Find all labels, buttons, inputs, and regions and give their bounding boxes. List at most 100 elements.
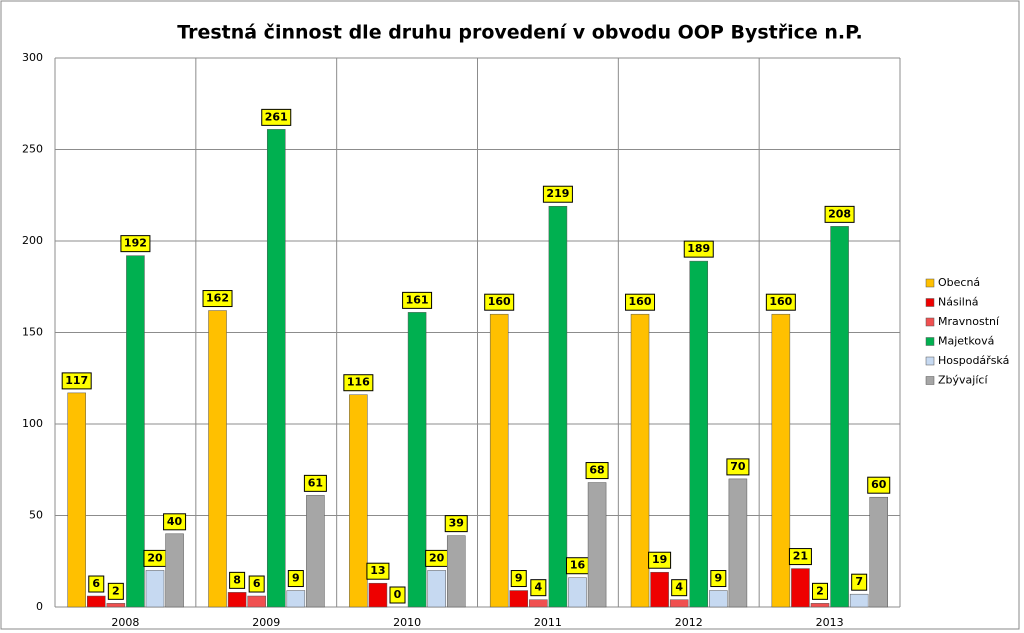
x-tick-label: 2008 [111, 616, 139, 629]
data-label: 208 [828, 207, 851, 220]
bar [407, 312, 427, 608]
bar [810, 603, 830, 608]
data-label: 2 [112, 584, 120, 597]
legend-label: Mravnostní [938, 315, 1000, 328]
data-label: 20 [429, 551, 445, 564]
y-tick-label: 0 [36, 600, 43, 613]
data-label-box [510, 570, 527, 588]
data-label: 192 [124, 237, 147, 250]
bar [266, 129, 286, 608]
data-label: 70 [730, 460, 746, 473]
x-tick-label: 2013 [816, 616, 844, 629]
bar [548, 205, 568, 608]
legend-swatch [925, 298, 935, 307]
data-label-box [248, 575, 265, 593]
data-label-box [530, 579, 547, 597]
x-tick-label: 2012 [675, 616, 703, 629]
data-label-box [765, 293, 796, 311]
data-label-box [107, 582, 124, 600]
bar [208, 310, 227, 608]
bar [709, 590, 728, 608]
data-label-box [585, 462, 609, 480]
bar [869, 496, 888, 608]
bar [489, 313, 509, 608]
data-label-box [788, 548, 812, 566]
data-label: 2 [816, 584, 824, 597]
data-label: 68 [589, 464, 604, 477]
bar [849, 593, 869, 608]
bar [669, 599, 689, 608]
legend-label: Zbývající [938, 374, 988, 387]
bar [830, 226, 849, 608]
data-label: 161 [406, 293, 429, 306]
data-label-box [120, 235, 151, 253]
bar [126, 255, 145, 608]
x-tick-label: 2011 [534, 616, 562, 629]
data-label: 116 [347, 376, 370, 389]
bar [286, 590, 306, 608]
bar [650, 571, 669, 608]
bar [587, 482, 607, 608]
bar [145, 570, 165, 608]
data-label: 0 [394, 588, 402, 601]
bar [227, 592, 247, 608]
data-label-box [261, 108, 292, 126]
bar [630, 313, 650, 608]
legend-swatch [925, 337, 935, 346]
legend-label: Násilná [938, 296, 979, 309]
data-label-box [625, 293, 656, 311]
data-label: 21 [793, 550, 808, 563]
data-label-box [867, 476, 891, 494]
data-label-box [229, 571, 246, 589]
data-label-box [88, 575, 105, 593]
y-tick-label: 150 [22, 326, 43, 339]
x-tick-label: 2010 [393, 616, 421, 629]
data-label-box [61, 372, 92, 390]
data-label: 160 [769, 295, 792, 308]
y-tick-label: 250 [22, 143, 43, 156]
data-label: 162 [206, 292, 229, 305]
data-label-box [484, 293, 515, 311]
bar [87, 595, 106, 608]
data-label-box [287, 570, 304, 588]
bar [106, 603, 126, 608]
data-label-box [812, 582, 829, 600]
data-label: 60 [871, 478, 887, 491]
data-label: 39 [449, 517, 464, 530]
data-label-box [389, 586, 406, 604]
data-label-box [683, 240, 714, 258]
legend-swatch [925, 278, 935, 288]
y-tick-label: 100 [22, 417, 43, 430]
bar [791, 568, 810, 608]
bar [728, 478, 748, 608]
legend-label: Hospodářská [938, 354, 1009, 367]
bar [306, 495, 325, 608]
bar [67, 392, 86, 608]
data-label: 261 [265, 110, 288, 123]
data-label-box [542, 185, 573, 203]
data-label: 20 [147, 551, 163, 564]
bar [247, 595, 266, 608]
data-label-box [366, 562, 390, 580]
chart-title: Trestná činnost dle druhu provedení v ob… [177, 22, 863, 44]
data-label: 13 [370, 564, 385, 577]
data-label: 8 [233, 573, 241, 586]
data-label: 61 [308, 476, 323, 489]
data-label: 117 [65, 374, 88, 387]
data-label: 9 [515, 572, 523, 585]
data-label-box [202, 290, 233, 308]
bar [771, 313, 791, 608]
data-label: 16 [570, 559, 586, 572]
data-label-box [303, 474, 327, 492]
data-label: 219 [546, 187, 569, 200]
y-tick-label: 300 [22, 51, 43, 64]
bar [368, 582, 388, 608]
data-label: 160 [488, 295, 511, 308]
bar [427, 570, 446, 608]
data-label-box [726, 458, 750, 476]
data-label-box [402, 291, 433, 309]
data-label-box [343, 374, 374, 392]
x-tick-label: 2009 [252, 616, 280, 629]
data-label-box [824, 205, 855, 223]
bar [568, 577, 587, 608]
